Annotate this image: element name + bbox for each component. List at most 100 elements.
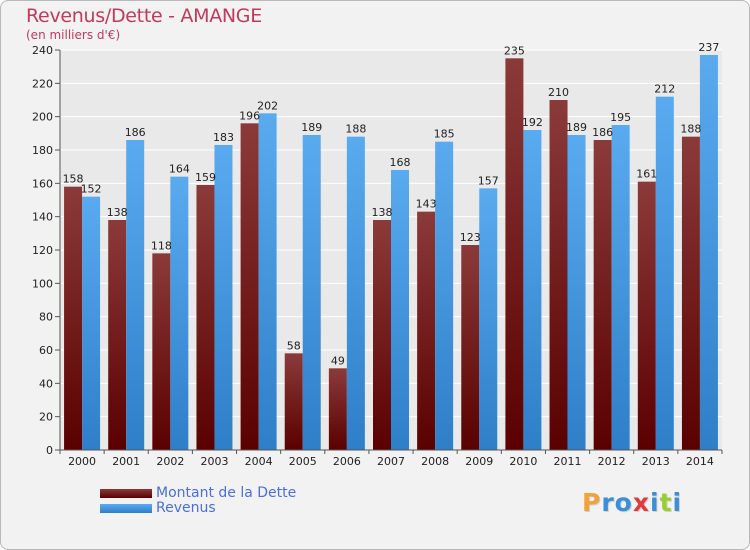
logo-letter: x — [632, 488, 650, 517]
data-label: 161 — [636, 168, 657, 181]
bar-revenus — [170, 176, 189, 450]
bar-dette — [152, 253, 171, 450]
bar-dette — [593, 140, 612, 450]
bar-revenus — [126, 140, 145, 450]
x-tick-label: 2007 — [377, 455, 405, 468]
x-tick-label: 2003 — [200, 455, 228, 468]
data-label: 237 — [698, 41, 719, 54]
y-tick-label: 120 — [32, 244, 53, 257]
y-tick-label: 100 — [32, 277, 53, 290]
data-label: 183 — [213, 131, 234, 144]
bar-revenus — [523, 130, 542, 450]
data-label: 123 — [460, 231, 481, 244]
data-label: 189 — [566, 121, 587, 134]
data-label: 49 — [331, 354, 345, 367]
bar-dette — [417, 211, 436, 450]
y-tick-label: 40 — [39, 377, 53, 390]
x-tick-label: 2009 — [465, 455, 493, 468]
bar-revenus — [302, 135, 321, 450]
bar-dette — [240, 123, 259, 450]
y-tick-label: 220 — [32, 77, 53, 90]
bar-revenus — [655, 96, 674, 451]
bar-dette — [108, 220, 127, 450]
data-label: 186 — [125, 126, 146, 139]
logo-letter: i — [650, 488, 660, 517]
x-tick-label: 2001 — [112, 455, 140, 468]
y-tick-label: 180 — [32, 144, 53, 157]
data-label: 158 — [63, 173, 84, 186]
bar-revenus — [258, 113, 277, 450]
x-tick-label: 2006 — [333, 455, 361, 468]
x-tick-label: 2012 — [598, 455, 626, 468]
data-label: 138 — [372, 206, 393, 219]
y-tick-label: 240 — [32, 44, 53, 57]
y-tick-label: 0 — [46, 444, 53, 457]
bar-revenus — [611, 125, 630, 450]
logo-letter: r — [601, 488, 615, 517]
bar-revenus — [82, 196, 101, 450]
logo-letter: t — [659, 488, 673, 517]
y-tick-label: 60 — [39, 344, 53, 357]
x-tick-label: 2008 — [421, 455, 449, 468]
bar-dette — [373, 220, 391, 450]
data-label: 188 — [345, 123, 366, 136]
bar-revenus — [435, 141, 454, 450]
y-tick-label: 200 — [32, 111, 53, 124]
x-tick-label: 2011 — [554, 455, 582, 468]
chart-title: Revenus/Dette - AMANGE — [26, 5, 262, 27]
bar-revenus — [479, 188, 498, 451]
data-label: 212 — [654, 83, 675, 96]
bar-revenus — [699, 55, 718, 450]
x-tick-label: 2002 — [156, 455, 184, 468]
x-tick-label: 2013 — [642, 455, 670, 468]
data-label: 196 — [239, 109, 260, 122]
logo-letter: i — [672, 488, 683, 517]
legend-label-revenus: Revenus — [156, 500, 216, 516]
data-label: 157 — [478, 174, 499, 187]
proxiti-logo: Proxiti — [582, 488, 682, 517]
y-tick-label: 160 — [32, 177, 53, 190]
bar-revenus — [346, 136, 365, 450]
y-tick-label: 20 — [39, 411, 53, 424]
bar-dette — [64, 186, 83, 450]
bar-dette — [505, 58, 524, 450]
data-label: 202 — [257, 99, 278, 112]
data-label: 58 — [287, 339, 301, 352]
y-tick-label: 140 — [32, 211, 53, 224]
bar-dette — [328, 368, 347, 450]
logo-letter: o — [614, 488, 633, 517]
bar-revenus — [391, 170, 409, 450]
x-tick-label: 2000 — [68, 455, 96, 468]
bar-dette — [196, 185, 215, 450]
bar-dette — [637, 181, 656, 450]
data-label: 138 — [107, 206, 128, 219]
legend-swatch-revenus — [100, 504, 152, 513]
data-label: 210 — [548, 86, 569, 99]
legend-label-dette: Montant de la Dette — [156, 485, 297, 501]
x-tick-label: 2004 — [245, 455, 273, 468]
bar-revenus — [214, 145, 233, 450]
data-label: 185 — [434, 128, 455, 141]
data-label: 192 — [522, 116, 543, 129]
bar-dette — [284, 353, 303, 450]
y-tick-label: 80 — [39, 311, 53, 324]
x-tick-label: 2010 — [509, 455, 537, 468]
data-label: 159 — [195, 171, 216, 184]
data-label: 168 — [390, 156, 411, 169]
data-label: 118 — [151, 239, 172, 252]
data-label: 235 — [504, 44, 525, 57]
data-label: 186 — [592, 126, 613, 139]
data-label: 164 — [169, 163, 190, 176]
bar-revenus — [567, 135, 586, 450]
bar-dette — [549, 100, 568, 450]
chart-subtitle: (en milliers d'€) — [26, 28, 121, 42]
x-tick-label: 2014 — [686, 455, 714, 468]
data-label: 195 — [610, 111, 631, 124]
bars — [64, 55, 718, 451]
data-label: 189 — [301, 121, 322, 134]
bar-dette — [681, 136, 700, 450]
y-axis: 0 20 40 60 80 100 120 140 160 180 200 220 240 — [32, 44, 61, 457]
data-label: 152 — [81, 183, 102, 196]
